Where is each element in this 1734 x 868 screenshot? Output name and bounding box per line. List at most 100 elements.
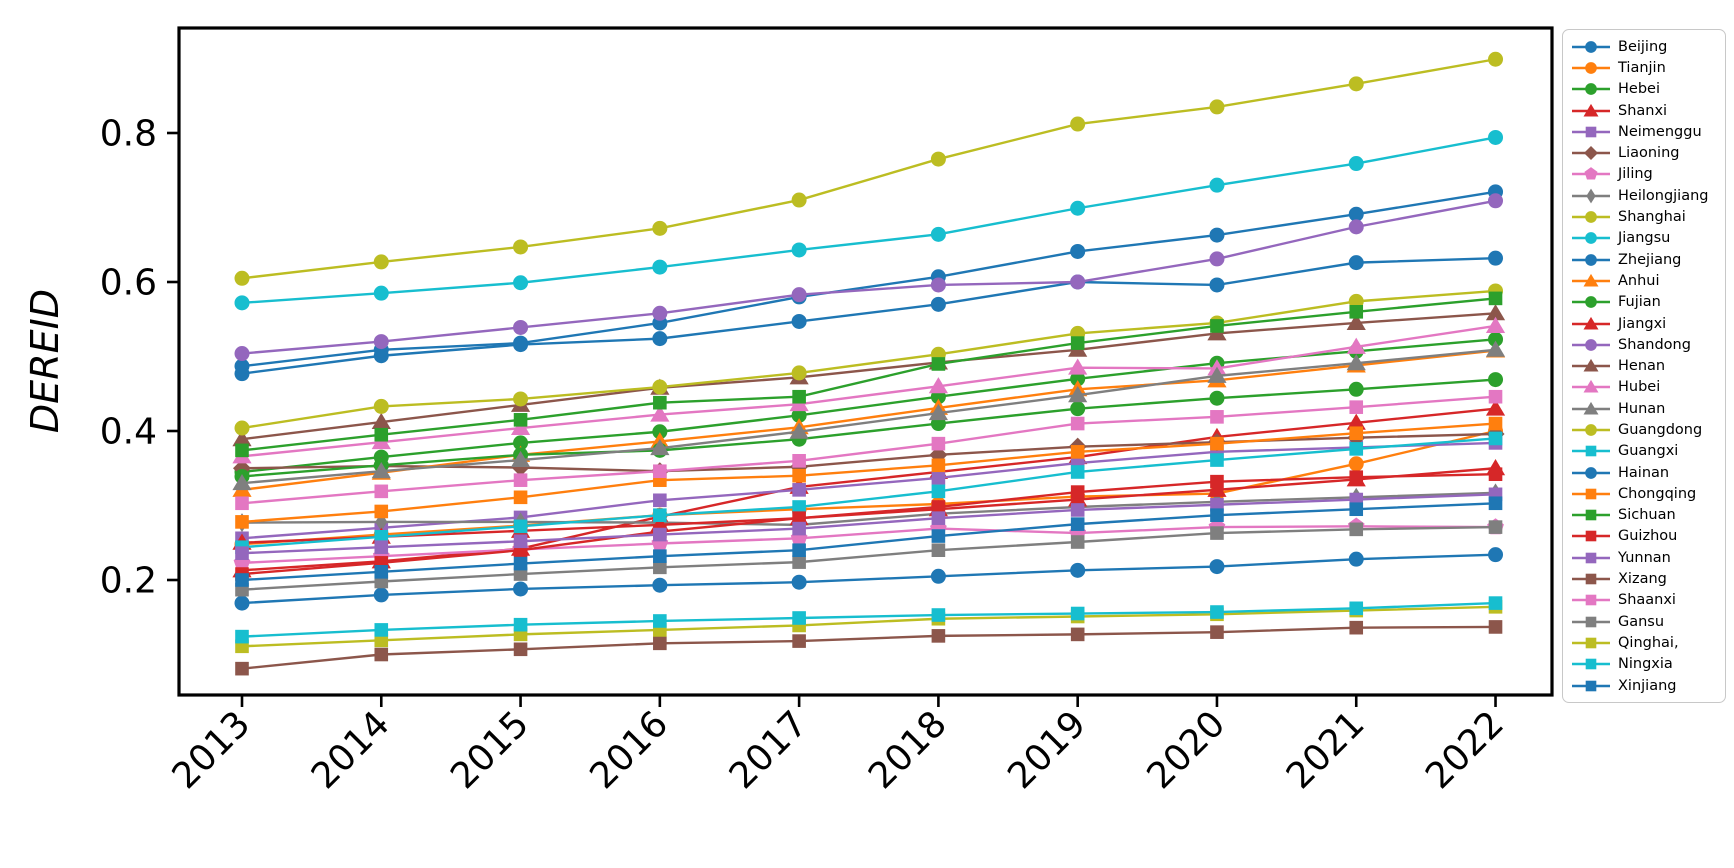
legend-label: Guizhou — [1618, 528, 1678, 545]
series-guangxi — [235, 431, 1503, 555]
legend-label: Neimenggu — [1618, 123, 1702, 140]
legend-label: Hunan — [1618, 400, 1666, 417]
legend-marker-icon — [1572, 338, 1610, 351]
legend-marker-icon — [1572, 466, 1610, 479]
legend-item-hebei: Hebei — [1571, 79, 1721, 100]
legend-label: Ningxia — [1618, 656, 1673, 673]
legend-marker-icon — [1572, 680, 1610, 691]
legend-item-ningxia: Ningxia — [1571, 654, 1721, 675]
legend-label: Jiangsu — [1618, 230, 1671, 247]
legend-item-hainan: Hainan — [1571, 462, 1721, 483]
legend-label: Jiangxi — [1618, 315, 1667, 332]
legend-marker-icon — [1572, 637, 1610, 649]
series-xizang — [235, 620, 1503, 676]
legend-marker-icon — [1572, 445, 1610, 457]
y-tick-label: 0.4 — [100, 412, 157, 453]
legend-label: Chongqing — [1618, 485, 1697, 502]
legend-label: Yunnan — [1618, 549, 1671, 566]
plot-series — [232, 51, 1506, 676]
series-shaanxi — [235, 389, 1503, 511]
x-tick-label: 2017 — [722, 703, 816, 797]
legend-label: Hainan — [1618, 464, 1670, 481]
legend-marker-icon — [1572, 126, 1610, 138]
legend-item-tianjin: Tianjin — [1571, 57, 1721, 78]
legend-marker-icon — [1572, 232, 1610, 245]
legend-label: Qinghai, — [1618, 634, 1679, 651]
legend-item-anhui: Anhui — [1571, 270, 1721, 291]
legend-label: Zhejiang — [1618, 251, 1682, 268]
legend-item-guangdong: Guangdong — [1571, 419, 1721, 440]
legend-label: Shandong — [1618, 336, 1691, 353]
legend-label: Shanxi — [1618, 102, 1668, 119]
legend-item-sichuan: Sichuan — [1571, 505, 1721, 526]
legend-marker-icon — [1572, 146, 1610, 161]
legend-item-yunnan: Yunnan — [1571, 547, 1721, 568]
legend-item-jiangsu: Jiangsu — [1571, 228, 1721, 249]
legend-label: Anhui — [1618, 272, 1660, 289]
legend-item-henan: Henan — [1571, 355, 1721, 376]
series-zhejiang — [234, 184, 1504, 374]
legend-marker-icon — [1572, 103, 1610, 116]
legend-item-hunan: Hunan — [1571, 398, 1721, 419]
series-hainan — [234, 547, 1504, 611]
y-axis-label: DEREID — [23, 289, 67, 433]
legend-item-beijing: Beijing — [1571, 36, 1721, 57]
legend-marker-icon — [1572, 273, 1610, 287]
y-tick-label: 0.6 — [100, 263, 157, 304]
legend-marker-icon — [1572, 488, 1610, 500]
series-shandong — [234, 193, 1504, 362]
legend-marker-icon — [1572, 188, 1610, 204]
x-tick-label: 2020 — [1140, 703, 1234, 797]
series-ningxia — [235, 596, 1503, 644]
legend-item-xinjiang: Xinjiang — [1571, 675, 1721, 696]
legend-item-guizhou: Guizhou — [1571, 526, 1721, 547]
series-guangdong — [234, 283, 1504, 436]
series-henan — [232, 304, 1506, 447]
y-tick-label: 0.8 — [100, 114, 157, 155]
legend-marker-icon — [1572, 424, 1610, 436]
legend-marker-icon — [1572, 552, 1610, 564]
legend-item-zhejiang: Zhejiang — [1571, 249, 1721, 270]
legend-label: Tianjin — [1618, 59, 1666, 76]
x-tick-label: 2014 — [304, 703, 398, 797]
legend-item-shaanxi: Shaanxi — [1571, 590, 1721, 611]
legend: Beijing Tianjin Hebei Shanxi Neimenggu Liaoni… — [1562, 29, 1726, 704]
legend-label: Shaanxi — [1618, 592, 1676, 609]
series-chongqing — [235, 416, 1503, 529]
legend-item-heilongjiang: Heilongjiang — [1571, 185, 1721, 206]
legend-marker-icon — [1572, 83, 1610, 96]
legend-item-guangxi: Guangxi — [1571, 441, 1721, 462]
legend-item-neimenggu: Neimenggu — [1571, 121, 1721, 142]
legend-label: Heilongjiang — [1618, 187, 1709, 204]
legend-marker-icon — [1572, 253, 1610, 266]
legend-marker-icon — [1572, 40, 1610, 53]
x-tick-label: 2018 — [861, 703, 955, 797]
x-tick-label: 2019 — [1000, 703, 1094, 797]
series-jiangsu — [234, 129, 1504, 311]
x-tick-label: 2022 — [1418, 703, 1512, 797]
plot-frame — [177, 26, 1554, 697]
legend-item-shanghai: Shanghai — [1571, 206, 1721, 227]
x-tick-label: 2013 — [165, 703, 259, 797]
y-tick-label: 0.2 — [100, 561, 157, 602]
legend-item-shanxi: Shanxi — [1571, 100, 1721, 121]
legend-marker-icon — [1572, 358, 1610, 372]
legend-label: Hebei — [1618, 81, 1660, 98]
legend-item-jiling: Jiling — [1571, 164, 1721, 185]
legend-item-fujian: Fujian — [1571, 292, 1721, 313]
legend-marker-icon — [1572, 595, 1610, 606]
legend-marker-icon — [1572, 167, 1610, 180]
legend-item-gansu: Gansu — [1571, 611, 1721, 632]
legend-label: Fujian — [1618, 294, 1661, 311]
legend-label: Sichuan — [1618, 507, 1676, 524]
x-tick-label: 2016 — [582, 703, 676, 797]
series-xinjiang — [235, 496, 1503, 587]
legend-marker-icon — [1572, 658, 1610, 670]
legend-item-hubei: Hubei — [1571, 377, 1721, 398]
legend-item-xizang: Xizang — [1571, 568, 1721, 589]
legend-marker-icon — [1572, 62, 1610, 74]
legend-label: Jiling — [1618, 166, 1653, 183]
legend-label: Shanghai — [1618, 209, 1686, 226]
